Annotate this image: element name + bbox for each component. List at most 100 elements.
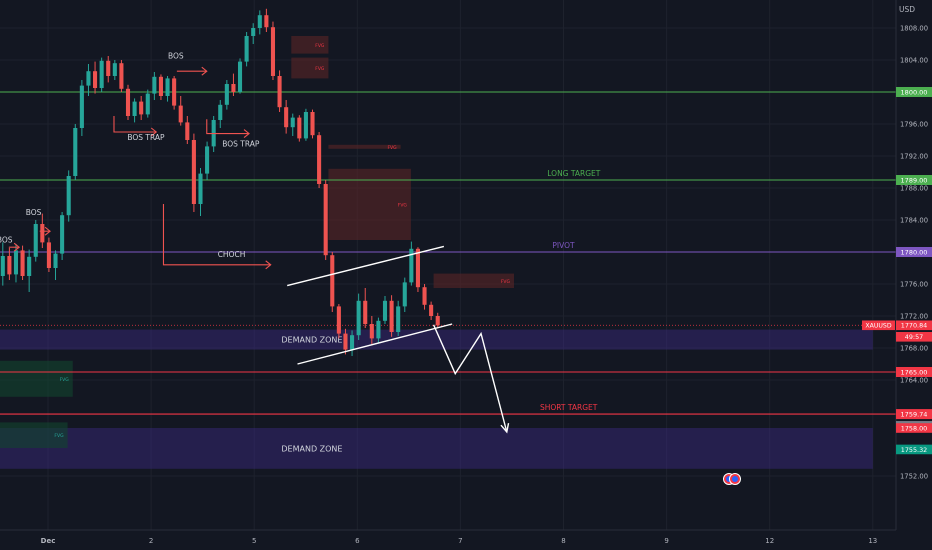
candle-body: [369, 324, 374, 339]
candle-body: [185, 122, 190, 140]
candle-body: [132, 101, 137, 116]
annotation-arrow: [162, 204, 271, 266]
candle-body: [178, 105, 183, 123]
level-badge-text: 1800.00: [901, 89, 928, 97]
level-badge-text: 1759.74: [901, 411, 928, 419]
candle-body: [317, 135, 322, 184]
candle-body: [336, 306, 341, 334]
drawings-layer: [8, 66, 510, 434]
annotation-arrowhead: [265, 260, 272, 270]
price-tick-label: 1808.00: [900, 25, 928, 33]
structure-label: BOS: [0, 235, 13, 244]
fvg-label: FVG: [54, 433, 64, 439]
candle-body: [435, 316, 440, 326]
candle-body: [297, 117, 302, 139]
flag-icon[interactable]: [729, 473, 741, 485]
fvg-label: FVG: [60, 377, 70, 383]
wedge-line: [297, 323, 453, 365]
candle-body: [409, 248, 414, 283]
candle-body: [7, 256, 12, 275]
level-badge-text: 1780.00: [901, 249, 928, 257]
time-tick-label: 2: [149, 537, 153, 545]
wedge-line: [287, 245, 445, 287]
demand-zone: [0, 428, 873, 469]
candle-body: [152, 76, 157, 94]
candle-body: [257, 15, 262, 28]
symbol-tag: [862, 320, 895, 331]
candle-body: [363, 300, 368, 324]
candle-body: [86, 71, 91, 86]
price-scale-background: [896, 0, 932, 550]
annotations-layer: BOS BOS BOS BOS TRAP BOS TRAP CHOCH: [0, 51, 260, 258]
candle-body: [382, 300, 388, 321]
grid: [0, 0, 896, 530]
price-tick-label: 1804.00: [900, 57, 928, 65]
candle-body: [422, 287, 427, 305]
structure-label: BOS: [26, 208, 42, 217]
price-badge: [896, 332, 932, 342]
candle-body: [350, 335, 355, 350]
candle-body: [33, 224, 38, 257]
time-tick-label: 8: [561, 537, 565, 545]
fvg-zone: [291, 36, 329, 54]
price-badge: [896, 444, 932, 455]
candle-body: [231, 84, 236, 92]
candle-body: [284, 107, 289, 128]
time-tick-label: 13: [868, 537, 877, 545]
candle-body: [330, 255, 335, 307]
price-tick-label: 1772.00: [900, 313, 928, 321]
fvg-zone: [328, 168, 411, 240]
structure-label: BOS TRAP: [127, 133, 165, 142]
currency-label: USD: [899, 5, 915, 14]
price-scale[interactable]: 1808.00 1804.00 1796.00 1792.00 1788.00 1784.…: [862, 0, 932, 550]
candle-body: [251, 28, 256, 36]
fvg-label: FVG: [387, 145, 397, 151]
candle-body: [310, 112, 315, 136]
candle-body: [73, 128, 78, 176]
candle-body: [198, 173, 203, 204]
candle-body: [277, 76, 282, 108]
fvg-zone: [0, 422, 68, 448]
price-badge-text: 1758.00: [901, 424, 927, 432]
time-tick-label: 7: [458, 537, 462, 545]
candle-body: [125, 88, 131, 116]
candle-body: [27, 256, 32, 276]
candle-body: [270, 27, 276, 76]
time-scale[interactable]: Dec 2 5 6 7 8 9 12 13: [0, 529, 896, 550]
candle-body: [13, 250, 19, 275]
candle-body: [389, 300, 394, 332]
structure-label: BOS TRAP: [222, 139, 260, 148]
annotation-arrowhead: [44, 226, 51, 236]
fvg-label: FVG: [398, 202, 408, 208]
level-badge: [896, 409, 932, 420]
candle-body: [20, 250, 25, 276]
candle-body: [290, 117, 295, 128]
fvg-zone: [0, 360, 73, 397]
candle-body: [145, 93, 150, 115]
level-label: PIVOT: [552, 241, 575, 250]
fvg-zone: [291, 57, 329, 79]
fvg-label: FVG: [315, 66, 325, 72]
candle-body: [172, 78, 177, 106]
candle-body: [191, 140, 196, 204]
time-tick-label: 9: [664, 537, 668, 545]
candle-body: [139, 101, 144, 115]
level-badge: [896, 247, 932, 257]
candle-body: [415, 248, 420, 288]
candle-body: [60, 215, 65, 254]
candle-body: [0, 256, 5, 276]
candle-body: [106, 60, 111, 76]
candle-body: [205, 146, 210, 174]
price-badge: [896, 320, 932, 331]
candles-layer: [0, 8, 440, 356]
candle-body: [99, 60, 104, 88]
candle-body: [376, 320, 381, 339]
candle-body: [402, 282, 407, 307]
price-tick-label: 1788.00: [900, 185, 928, 193]
price-tick-label: 1768.00: [900, 345, 928, 353]
candle-body: [93, 71, 98, 88]
candle-body: [218, 104, 223, 120]
fvg-zone: [328, 144, 401, 149]
level-badge-text: 1789.00: [901, 177, 928, 185]
